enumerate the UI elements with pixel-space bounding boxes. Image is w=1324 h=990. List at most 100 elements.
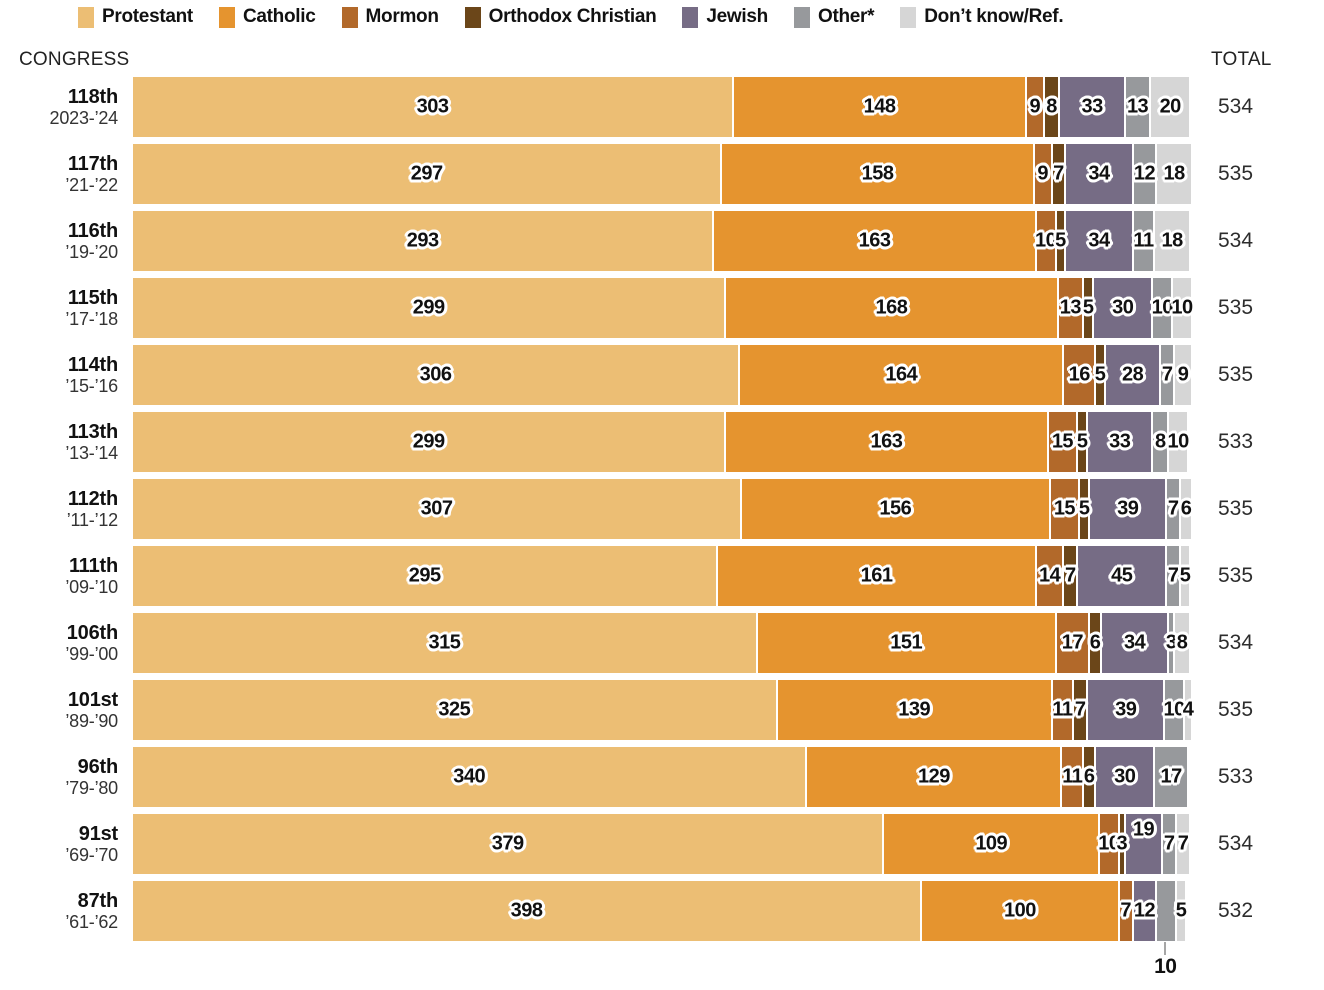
- bar-segment: 151: [755, 613, 1055, 673]
- segment-value-label: 139: [898, 698, 931, 721]
- bar-segment: 7: [1062, 546, 1077, 606]
- bar-track: 297 158 9 7 34 12 18: [133, 144, 1191, 204]
- congress-years: ’13-’14: [65, 443, 118, 464]
- segment-value-label: 299: [412, 430, 445, 453]
- congress-row: 115th ’17-’18 299 168 13 5 30 10 10 535: [0, 278, 1324, 338]
- bar-segment: 15: [1046, 412, 1077, 472]
- bar-segment: 10: [1151, 278, 1173, 338]
- segment-value-label: 163: [858, 229, 891, 252]
- bar-track: 299 163 15 5 33 8 10: [133, 412, 1191, 472]
- congress-years: ’69-’70: [65, 845, 118, 866]
- bar-segment: 293: [133, 211, 713, 271]
- bar-segment: 5: [1076, 412, 1088, 472]
- total-value: 534: [1218, 631, 1254, 654]
- bar-segment: 379: [133, 814, 883, 874]
- bar-segment: 10: [1167, 412, 1189, 472]
- stacked-bar: 293 163 10 5 34 11 18: [133, 211, 1189, 271]
- total-value: 533: [1218, 765, 1254, 788]
- bar-track: 398 100 7 12 5 10: [133, 881, 1191, 978]
- bar-segment: 12: [1131, 881, 1156, 941]
- bar-segment: 158: [720, 144, 1033, 204]
- segment-value-label: 11: [1062, 765, 1083, 788]
- bar-segment: 295: [133, 546, 717, 606]
- segment-value-label: 13: [1059, 296, 1082, 319]
- callout-line: [1164, 942, 1167, 955]
- segment-value-label: 5: [1078, 497, 1090, 520]
- bar-segment: 20: [1149, 77, 1189, 137]
- segment-value-label: 299: [412, 296, 445, 319]
- bar-segment: 8: [1151, 412, 1168, 472]
- segment-value-label: 5: [1179, 564, 1191, 587]
- legend-swatch-icon: [78, 6, 94, 28]
- stacked-bar: 398 100 7 12 5: [133, 881, 1187, 941]
- row-label: 101st ’89-’90: [0, 689, 118, 732]
- segment-value-label: 295: [408, 564, 441, 587]
- row-label: 113th ’13-’14: [0, 421, 118, 464]
- congress-years: ’15-’16: [65, 376, 118, 397]
- segment-value-label: 6: [1083, 765, 1095, 788]
- bar-segment: 33: [1058, 77, 1124, 137]
- total-value: 535: [1218, 698, 1254, 721]
- bar-segment: 14: [1034, 546, 1063, 606]
- segment-value-label: 164: [885, 363, 918, 386]
- segment-value-label: 8: [1154, 430, 1166, 453]
- segment-value-label: 18: [1161, 229, 1184, 252]
- bar-segment: 15: [1048, 479, 1079, 539]
- congress-row: 91st ’69-’70 379 109 10 3 19 7 7 534: [0, 814, 1324, 874]
- stacked-bar: 307 156 15 5 39 7 6: [133, 479, 1192, 539]
- bar-segment: 156: [740, 479, 1049, 539]
- total-value: 534: [1218, 229, 1254, 252]
- legend-swatch-icon: [900, 6, 917, 28]
- bar-segment: 10: [1034, 211, 1057, 271]
- segment-value-label: 12: [1133, 162, 1156, 185]
- bar-track: 325 139 11 7 39 10 4: [133, 680, 1194, 740]
- bar-segment: 5: [1179, 546, 1191, 606]
- segment-value-label: 3: [1165, 631, 1177, 654]
- congress-years: ’89-’90: [65, 711, 118, 732]
- segment-value-label: 7: [1065, 564, 1076, 587]
- segment-value-label: 10: [1163, 698, 1186, 721]
- congress-label: 116th: [67, 219, 118, 242]
- total-value: 535: [1218, 162, 1254, 185]
- bar-track: 299 168 13 5 30 10 10: [133, 278, 1193, 338]
- congress-label: 114th: [67, 353, 118, 376]
- segment-value-label: 5: [1076, 430, 1088, 453]
- row-label: 114th ’15-’16: [0, 354, 118, 397]
- legend-item-label: Protestant: [102, 6, 193, 27]
- legend-swatch-icon: [793, 6, 810, 28]
- bar-segment: 4: [1183, 680, 1194, 740]
- congress-years: ’11-’12: [66, 510, 119, 531]
- bar-segment: 7: [1165, 546, 1180, 606]
- segment-value-label: 34: [1088, 229, 1110, 252]
- bar-track: 307 156 15 5 39 7 6: [133, 479, 1192, 539]
- bar-segment: 161: [716, 546, 1035, 606]
- bar-segment: 13: [1056, 278, 1083, 338]
- congress-label: 106th: [66, 621, 118, 644]
- segment-value-label: 20: [1159, 95, 1182, 118]
- segment-value-label: 398: [510, 899, 543, 922]
- segment-value-label: 161: [860, 564, 893, 587]
- bar-track: 379 109 10 3 19 7 7: [133, 814, 1191, 874]
- bar-segment: 34: [1064, 211, 1132, 271]
- bar-segment: 315: [133, 613, 756, 673]
- bar-segment: 5: [1078, 479, 1090, 539]
- rows: 118th 2023-’24 303 148 9 8 33 13 20 534 117th ’21-’…: [0, 77, 1324, 978]
- legend: Protestant Catholic Mormon Orthodox Christi…: [78, 6, 1064, 28]
- segment-value-label: 6: [1089, 631, 1101, 654]
- congress-row: 117th ’21-’22 297 158 9 7 34 12 18 535: [0, 144, 1324, 204]
- bar-segment: 7: [1159, 345, 1174, 405]
- congress-row: 113th ’13-’14 299 163 15 5 33 8 10 533: [0, 412, 1324, 472]
- bar-segment: 33: [1086, 412, 1152, 472]
- bar-segment: 163: [724, 412, 1047, 472]
- bar-segment: 30: [1094, 747, 1154, 807]
- stacked-bar: 295 161 14 7 45 7 5: [133, 546, 1191, 606]
- bar-track: 293 163 10 5 34 11 18: [133, 211, 1191, 271]
- bar-segment: 163: [712, 211, 1035, 271]
- congress-row: 96th ’79-’80 340 129 11 6 30 17 533: [0, 747, 1324, 807]
- congress-row: 114th ’15-’16 306 164 16 5 28 7 9 535: [0, 345, 1324, 405]
- congress-row: 87th ’61-’62 398 100 7 12 5 10 532: [0, 881, 1324, 978]
- bar-segment: 398: [133, 881, 921, 941]
- segment-value-label: 7: [1053, 162, 1064, 185]
- congress-label: 91st: [78, 822, 118, 845]
